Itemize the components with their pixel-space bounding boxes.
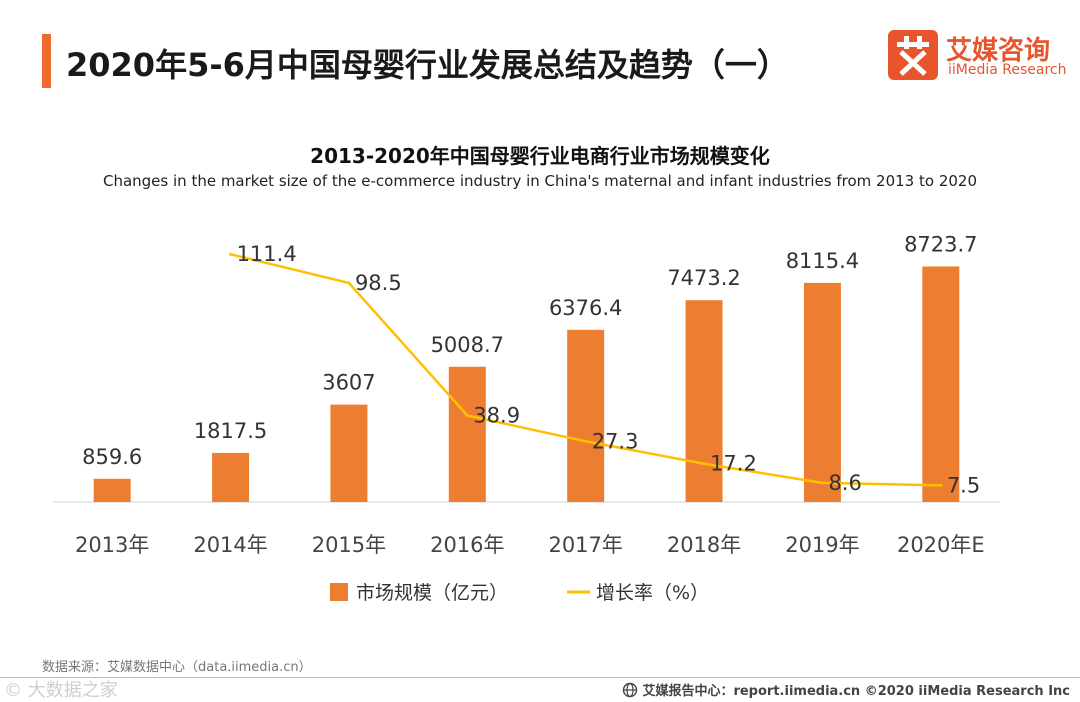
title-accent-bar xyxy=(42,34,51,88)
bar-label-4: 6376.4 xyxy=(549,296,622,320)
growth-rate-point-6 xyxy=(820,481,824,485)
growth-rate-point-1 xyxy=(229,252,233,256)
x-tick-label-6: 2019年 xyxy=(785,533,859,557)
bar-market-size-3 xyxy=(448,366,486,502)
footer-report-link[interactable]: 艾媒报告中心：report.iimedia.cn ©2020 iiMedia R… xyxy=(622,680,1070,699)
logo-text-en: iiMedia Research xyxy=(948,62,1067,78)
bar-market-size-5 xyxy=(685,300,723,502)
legend-label-growth-rate: 增长率（%） xyxy=(596,582,709,604)
iimedia-logo-icon xyxy=(888,30,938,80)
x-tick-label-4: 2017年 xyxy=(548,533,622,557)
growth-rate-point-7 xyxy=(939,483,943,487)
market-size-chart: 859.6 1817.5 3607 5008.7 6376.4 7473.2 8115.4 8… xyxy=(53,232,1000,604)
x-tick-label-1: 2014年 xyxy=(193,533,267,557)
x-tick-label-5: 2018年 xyxy=(667,533,741,557)
growth-rate-label-1: 111.4 xyxy=(237,242,297,266)
growth-rate-label-3: 38.9 xyxy=(473,403,520,427)
growth-rate-point-5 xyxy=(702,462,706,466)
x-tick-label-7: 2020年E xyxy=(897,533,985,557)
source-note: 数据来源：艾媒数据中心（data.iimedia.cn） xyxy=(42,660,312,675)
growth-rate-label-7: 7.5 xyxy=(947,473,980,497)
bar-label-1: 1817.5 xyxy=(194,419,267,443)
legend-label-market-size: 市场规模（亿元） xyxy=(356,582,508,604)
growth-rate-point-2 xyxy=(347,281,351,285)
bar-label-6: 8115.4 xyxy=(786,249,859,273)
footer-divider xyxy=(0,677,1080,678)
x-tick-label-3: 2016年 xyxy=(430,533,504,557)
bar-market-size-7 xyxy=(922,266,960,502)
bar-market-size-4 xyxy=(567,329,605,502)
growth-rate-label-5: 17.2 xyxy=(710,452,757,476)
watermark: © 大数据之家 xyxy=(4,680,118,701)
growth-rate-point-4 xyxy=(584,439,588,443)
growth-rate-label-6: 8.6 xyxy=(828,471,861,495)
x-tick-label-0: 2013年 xyxy=(75,533,149,557)
bar-label-2: 3607 xyxy=(322,371,375,395)
bar-label-3: 5008.7 xyxy=(431,333,504,357)
logo-text-cn: 艾媒咨询 xyxy=(946,36,1051,66)
x-tick-label-2: 2015年 xyxy=(312,533,386,557)
chart-title: 2013-2020年中国母婴行业电商行业市场规模变化 xyxy=(310,144,770,168)
bar-market-size-6 xyxy=(803,282,841,502)
bar-market-size-2 xyxy=(330,404,368,502)
chart-subtitle: Changes in the market size of the e-comm… xyxy=(102,172,977,190)
footer-report-text: 艾媒报告中心：report.iimedia.cn ©2020 iiMedia R… xyxy=(642,684,1070,699)
growth-rate-label-2: 98.5 xyxy=(355,271,402,295)
bar-label-7: 8723.7 xyxy=(904,232,977,256)
growth-rate-point-3 xyxy=(465,413,469,417)
page-title: 2020年5-6月中国母婴行业发展总结及趋势（一） xyxy=(66,46,789,84)
bar-label-5: 7473.2 xyxy=(667,266,740,290)
globe-icon xyxy=(623,682,638,698)
bar-market-size-0 xyxy=(93,478,131,502)
bar-label-0: 859.6 xyxy=(82,445,142,469)
iimedia-logo[interactable]: 艾媒咨询 iiMedia Research xyxy=(888,30,1068,82)
bar-market-size-1 xyxy=(212,452,250,502)
legend-swatch-market-size xyxy=(330,583,348,601)
growth-rate-label-4: 27.3 xyxy=(592,429,639,453)
